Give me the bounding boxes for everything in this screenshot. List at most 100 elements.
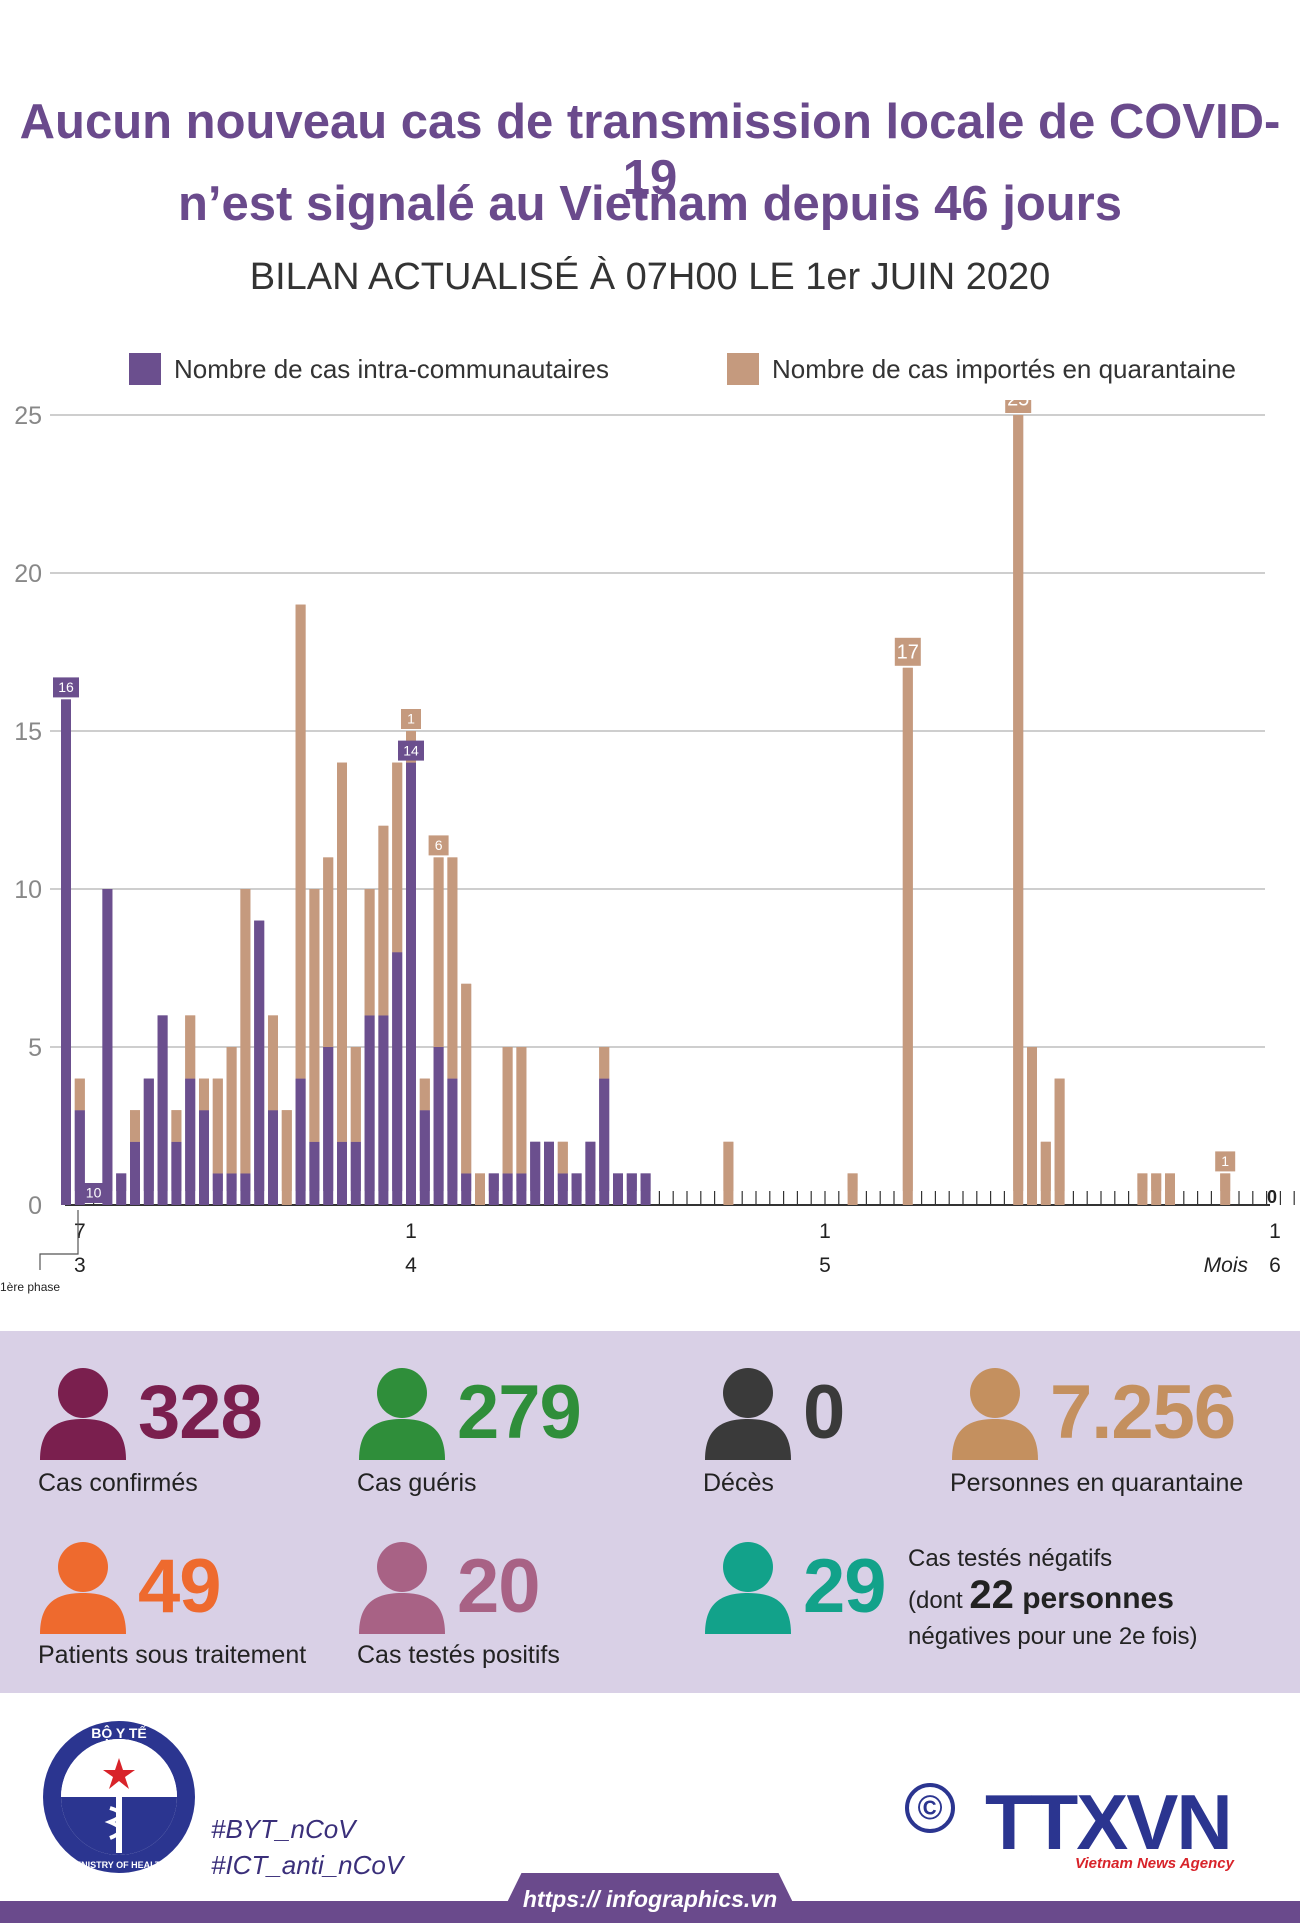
- stat-label-quarantine: Personnes en quarantaine: [950, 1469, 1244, 1497]
- bar-intra: [557, 1173, 568, 1205]
- stat-value-quarantine: 7.256: [1050, 1370, 1236, 1455]
- data-label: 1: [407, 711, 415, 727]
- bar-imported: [447, 857, 458, 1079]
- bar-intra: [116, 1173, 127, 1205]
- x-tick-label-month: 3: [74, 1254, 86, 1277]
- data-label-box: [1005, 400, 1032, 413]
- hashtag-ict[interactable]: #ICT_anti_nCoV: [211, 1850, 404, 1880]
- data-label-box: [894, 637, 921, 666]
- bar-intra: [254, 920, 265, 1205]
- x-tick-label-day: 1: [405, 1220, 417, 1243]
- bar-imported: [185, 1015, 196, 1079]
- x-tick-label-month: 6: [1269, 1254, 1281, 1277]
- stat-label-deaths: Décès: [703, 1469, 774, 1497]
- bar-imported: [516, 1047, 527, 1174]
- bar-imported: [599, 1047, 610, 1079]
- data-label: 16: [58, 679, 74, 695]
- data-label-box: [428, 835, 449, 856]
- negative-line1: Cas testés négatifs: [908, 1545, 1113, 1572]
- stat-label-recovered: Cas guéris: [357, 1469, 477, 1497]
- negative-line2-persons: personnes: [1013, 1582, 1174, 1615]
- data-label: 14: [403, 742, 419, 758]
- agency-subtitle: Vietnam News Agency: [1075, 1855, 1234, 1872]
- bar-imported: [1151, 1173, 1162, 1205]
- bar-imported: [199, 1078, 209, 1111]
- bar-imported: [337, 762, 347, 1142]
- x-tick-label-day: 7: [74, 1220, 86, 1243]
- bar-intra: [157, 1015, 168, 1205]
- bar-imported: [268, 1015, 278, 1111]
- legend-imported: Nombre de cas importés en quarantaine: [727, 353, 1236, 385]
- ministry-logo-top-text: BỘ Y TẾ: [91, 1724, 147, 1741]
- bar-intra: [433, 1047, 444, 1205]
- bar-imported: [475, 1173, 485, 1205]
- bar-intra: [613, 1173, 623, 1205]
- data-label: 17: [897, 641, 919, 663]
- y-tick-label: 10: [14, 876, 42, 904]
- bar-imported: [350, 1047, 361, 1142]
- bar-imported: [364, 889, 375, 1016]
- bar-imported: [392, 762, 403, 953]
- bar-intra: [130, 1141, 140, 1205]
- end-label: 0: [1267, 1187, 1277, 1207]
- cases-chart: 05101520251610141617251073141516Mois1ère…: [0, 400, 1295, 1294]
- bar-intra: [626, 1173, 637, 1205]
- stats-panel: 328 Cas confirmés 279 Cas guéris 0 Décès 7.256…: [0, 1331, 1300, 1693]
- bar-imported: [378, 825, 389, 1016]
- data-label: 25: [1007, 400, 1029, 411]
- bar-imported: [502, 1047, 513, 1174]
- stat-label-confirmed: Cas confirmés: [38, 1469, 198, 1497]
- stat-label-positive: Cas testés positifs: [357, 1641, 560, 1669]
- bar-imported: [557, 1141, 568, 1174]
- x-tick-label-day: 1: [819, 1220, 831, 1243]
- bar-imported: [1054, 1078, 1065, 1205]
- bar-intra: [61, 699, 71, 1205]
- bar-imported: [847, 1173, 858, 1205]
- bar-intra: [323, 1047, 334, 1205]
- bar-imported: [1013, 415, 1024, 1205]
- x-tick-label-month: 4: [405, 1254, 417, 1277]
- legend-label-imported: Nombre de cas importés en quarantaine: [772, 353, 1236, 384]
- negative-line2-prefix: (dont: [908, 1587, 970, 1614]
- legend-label-intra: Nombre de cas intra-communautaires: [174, 353, 609, 384]
- y-tick-label: 0: [28, 1192, 42, 1220]
- stat-value-deaths: 0: [803, 1370, 845, 1455]
- x-axis-unit-label: Mois: [1204, 1254, 1249, 1277]
- data-label-box: [398, 740, 424, 761]
- footer: BỘ Y TẾ MINISTRY OF HEALTH #BYT_nCoV #IC…: [0, 1693, 1300, 1923]
- data-label-box: [80, 1183, 107, 1203]
- data-label-box: [53, 677, 79, 698]
- ministry-logo: BỘ Y TẾ MINISTRY OF HEALTH: [43, 1721, 195, 1873]
- legend-intra: Nombre de cas intra-communautaires: [129, 353, 609, 385]
- person-icon: [357, 1541, 447, 1636]
- bar-imported: [1137, 1173, 1148, 1205]
- person-icon: [950, 1367, 1040, 1462]
- phase-bracket: [39, 1210, 79, 1270]
- data-label: 10: [86, 1185, 102, 1201]
- bar-imported: [723, 1141, 734, 1205]
- bar-intra: [74, 1110, 85, 1205]
- bar-intra: [585, 1141, 596, 1205]
- y-tick-label: 15: [14, 718, 42, 746]
- stat-value-confirmed: 328: [138, 1370, 263, 1455]
- y-tick-label: 20: [14, 560, 42, 588]
- source-link[interactable]: https:// infographics.vn: [522, 1886, 778, 1912]
- bar-intra: [516, 1173, 527, 1205]
- bar-intra: [212, 1173, 223, 1205]
- bar-intra: [544, 1141, 554, 1205]
- y-tick-label: 5: [28, 1034, 42, 1062]
- bar-intra: [364, 1015, 375, 1205]
- bar-intra: [240, 1173, 251, 1205]
- y-tick-label: 25: [14, 402, 42, 430]
- negative-line2: (dont 22 personnes: [908, 1575, 1198, 1619]
- bar-intra: [199, 1110, 209, 1205]
- bar-intra: [268, 1110, 278, 1205]
- bar-intra: [350, 1141, 361, 1205]
- stat-label-treatment: Patients sous traitement: [38, 1641, 307, 1669]
- bar-imported: [295, 604, 306, 1079]
- hashtag-byt[interactable]: #BYT_nCoV: [211, 1814, 356, 1844]
- agency-logo: TTXVN: [985, 1778, 1233, 1866]
- bar-imported: [1027, 1047, 1037, 1205]
- person-icon: [703, 1367, 793, 1462]
- stat-value-treatment: 49: [138, 1544, 222, 1629]
